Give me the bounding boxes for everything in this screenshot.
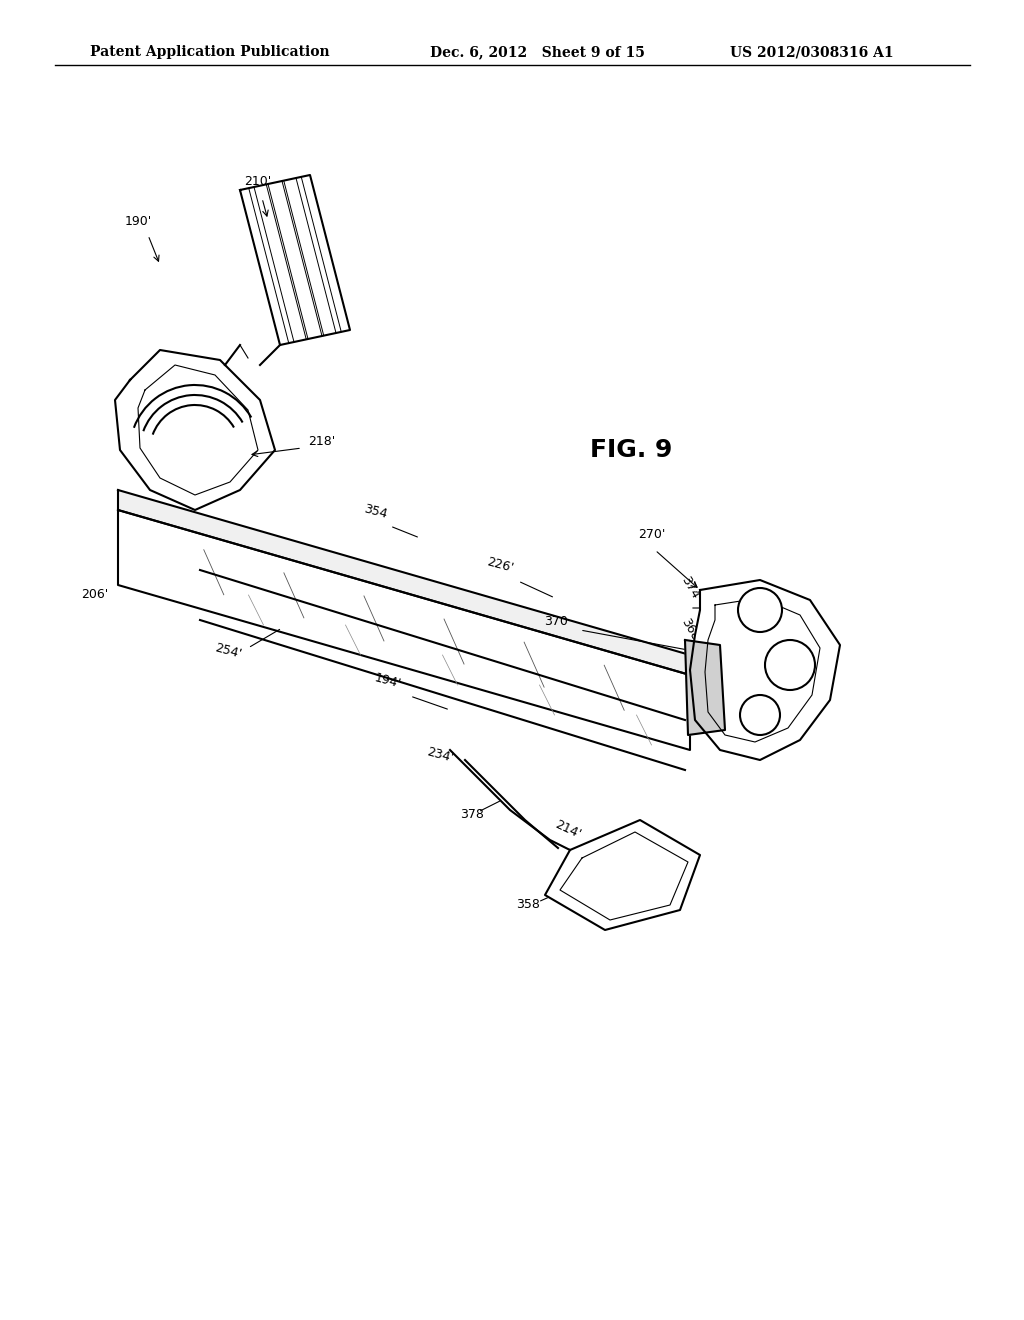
Text: 350: 350: [690, 664, 713, 690]
Circle shape: [765, 640, 815, 690]
Text: 254': 254': [213, 642, 243, 661]
Text: 206': 206': [81, 587, 108, 601]
Text: Patent Application Publication: Patent Application Publication: [90, 45, 330, 59]
Text: Dec. 6, 2012   Sheet 9 of 15: Dec. 6, 2012 Sheet 9 of 15: [430, 45, 645, 59]
Text: 358: 358: [516, 898, 540, 911]
Text: 226': 226': [485, 556, 515, 576]
Circle shape: [738, 587, 782, 632]
Polygon shape: [545, 820, 700, 931]
Text: 234': 234': [425, 746, 455, 766]
Text: 378: 378: [460, 808, 484, 821]
Polygon shape: [240, 176, 350, 345]
Text: 214': 214': [553, 818, 583, 841]
Polygon shape: [685, 640, 725, 735]
Text: 370: 370: [544, 615, 568, 628]
Text: 194': 194': [373, 672, 402, 690]
Text: US 2012/0308316 A1: US 2012/0308316 A1: [730, 45, 894, 59]
Text: 374: 374: [678, 574, 701, 601]
Text: 270': 270': [638, 528, 666, 541]
Text: 368: 368: [678, 616, 701, 643]
Polygon shape: [118, 510, 690, 750]
Polygon shape: [690, 579, 840, 760]
Text: FIG. 9: FIG. 9: [590, 438, 673, 462]
Text: 354: 354: [361, 503, 388, 521]
Circle shape: [740, 696, 780, 735]
Polygon shape: [118, 490, 690, 675]
Text: 190': 190': [124, 215, 152, 228]
Text: 210': 210': [245, 176, 271, 187]
Text: 218': 218': [308, 436, 335, 447]
